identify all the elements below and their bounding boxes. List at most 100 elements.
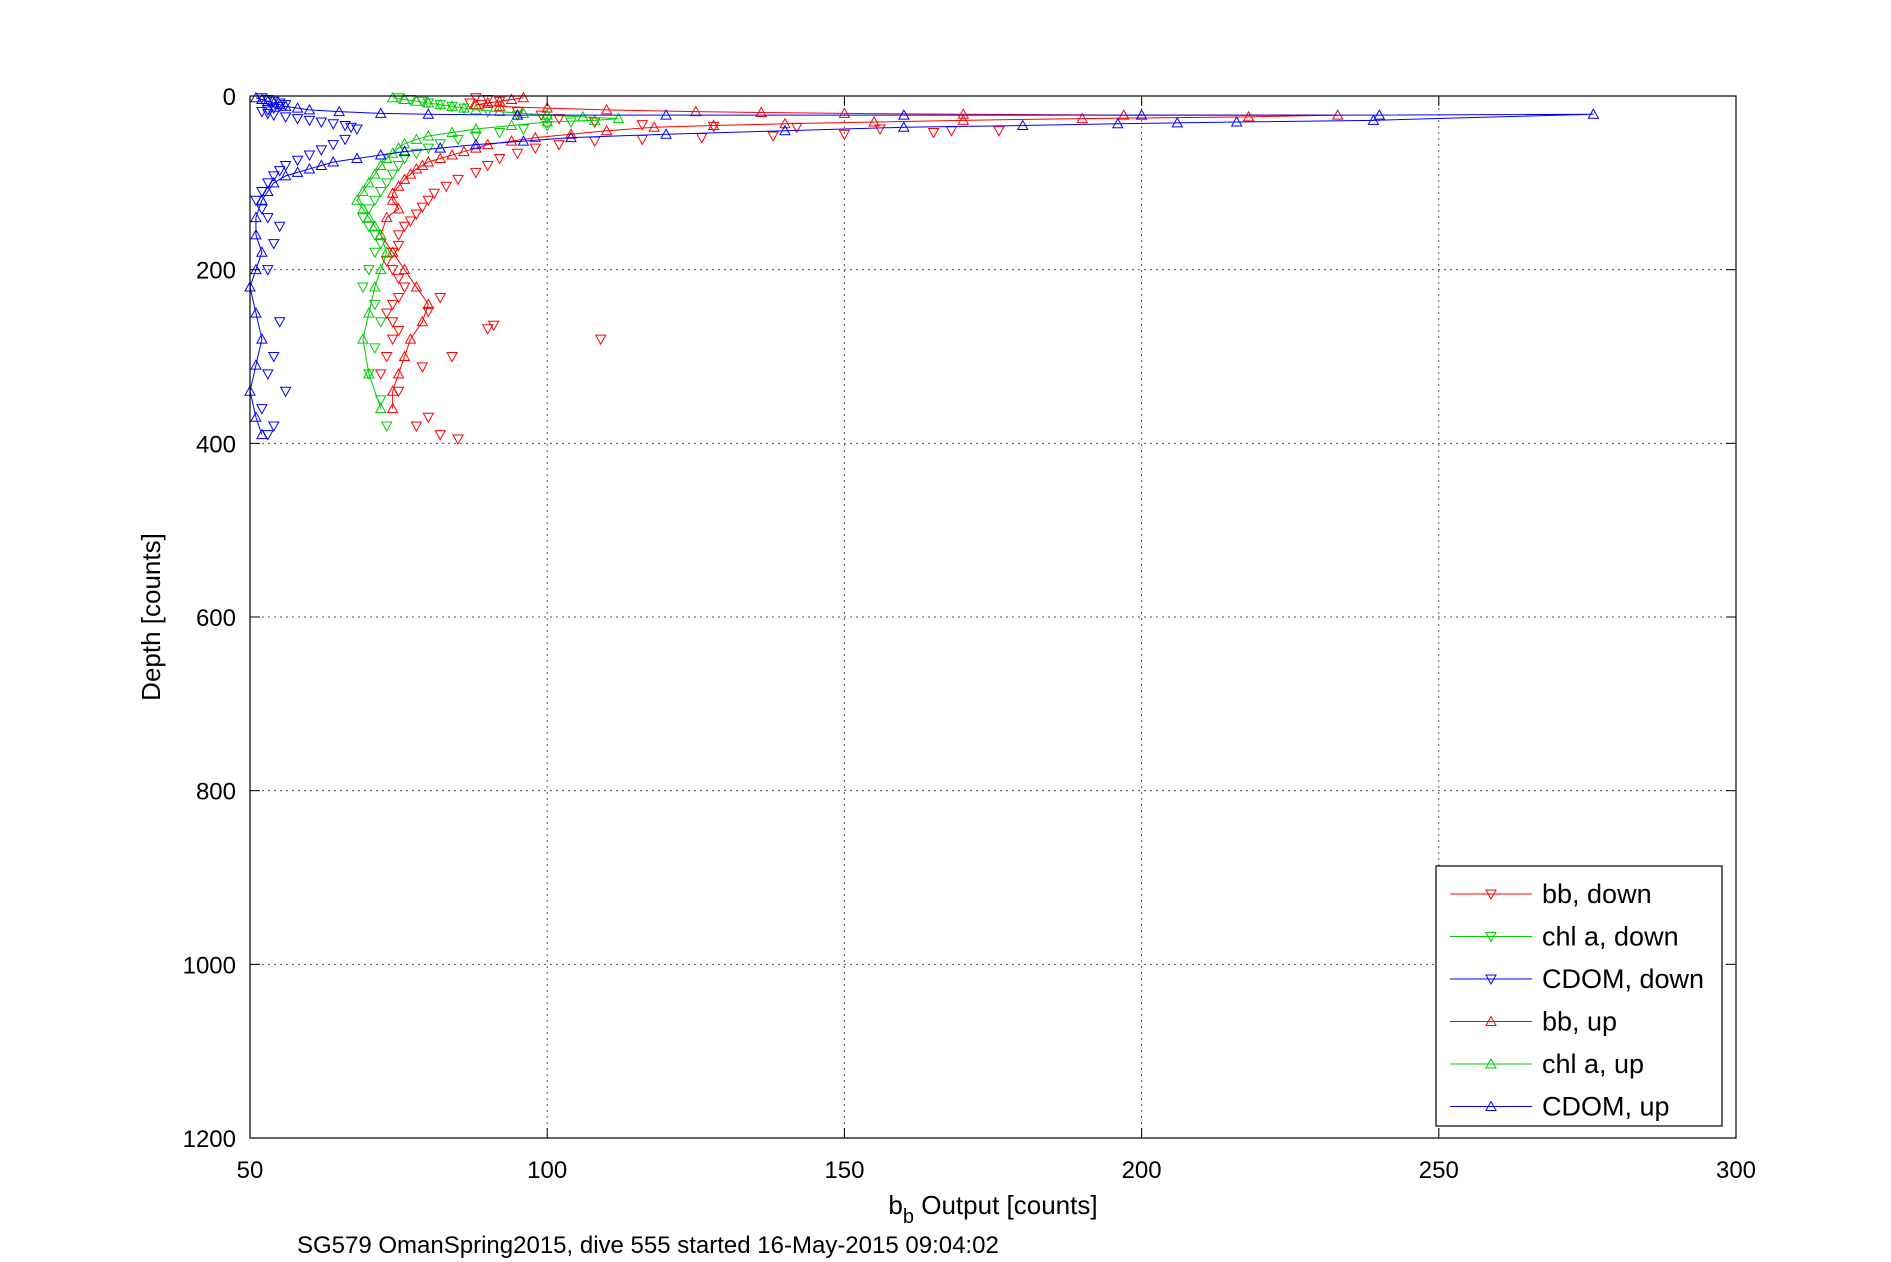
data-point (250, 91, 262, 103)
series-0 (374, 93, 1005, 446)
data-point (261, 95, 274, 106)
data-point (636, 120, 649, 131)
legend-marker (1485, 1015, 1497, 1026)
data-point (529, 143, 542, 155)
y-tick-label: 1200 (183, 1126, 236, 1153)
data-point (351, 194, 363, 205)
data-point (517, 124, 530, 136)
data-point (291, 114, 304, 125)
data-point (481, 107, 494, 118)
data-point (386, 194, 399, 205)
data-point (279, 386, 292, 398)
data-point (363, 211, 375, 223)
data-point (398, 221, 411, 233)
data-point (452, 434, 464, 446)
x-axis-label-subscript: b (903, 1206, 914, 1228)
data-point (1016, 119, 1029, 131)
y-axis-ticks: 0 200 400 600 800 1000 1200 (183, 84, 1736, 1153)
data-point (1171, 116, 1184, 128)
data-point (267, 421, 280, 432)
data-point (452, 174, 464, 186)
data-point (267, 110, 280, 122)
data-point (1242, 110, 1255, 122)
data-point (363, 307, 375, 318)
data-point (279, 112, 292, 123)
data-point (386, 169, 399, 181)
data-point (767, 131, 779, 142)
data-point (511, 109, 524, 120)
data-point (541, 116, 554, 127)
data-point (416, 202, 429, 214)
data-point (374, 317, 387, 328)
data-point (588, 117, 601, 129)
data-point (588, 114, 601, 125)
legend-item: bb, down (1450, 879, 1652, 909)
data-point (267, 171, 280, 182)
data-point (392, 180, 405, 191)
data-point (897, 121, 910, 132)
data-point (327, 155, 340, 167)
data-point (380, 308, 393, 320)
y-axis-label: Depth [counts] (136, 533, 166, 701)
data-point (357, 333, 369, 344)
x-tick-label: 300 (1716, 1157, 1756, 1184)
x-tick-label: 150 (824, 1157, 864, 1184)
data-point (256, 93, 268, 104)
data-point (386, 402, 399, 414)
series-5 (244, 91, 1600, 440)
data-point (1367, 114, 1380, 125)
data-point (440, 181, 453, 193)
data-point (505, 119, 518, 131)
data-point (303, 162, 316, 174)
data-point (267, 96, 280, 108)
data-point (434, 98, 447, 110)
data-point (279, 169, 292, 181)
data-layer (244, 91, 1600, 446)
data-point (481, 160, 494, 172)
legend-item: chl a, up (1450, 1049, 1644, 1079)
data-point (410, 281, 423, 292)
data-point (493, 105, 506, 117)
data-point (261, 213, 274, 224)
data-point (470, 142, 482, 153)
data-point (392, 202, 405, 214)
data-point (422, 412, 435, 424)
data-point (707, 121, 720, 133)
data-point (410, 133, 423, 144)
y-tick-label: 200 (196, 258, 236, 285)
data-point (511, 107, 524, 118)
data-point (315, 159, 328, 170)
data-point (755, 106, 768, 117)
data-point (273, 166, 286, 177)
data-point (707, 119, 720, 131)
data-point (517, 107, 530, 118)
x-tick-label: 250 (1419, 1157, 1459, 1184)
legend-box (1435, 865, 1723, 1127)
data-point (327, 119, 340, 130)
data-point (594, 334, 607, 346)
legend-item: CDOM, up (1450, 1092, 1670, 1122)
data-point (505, 93, 518, 104)
data-point (291, 166, 304, 177)
data-point (374, 187, 387, 198)
data-point (256, 194, 268, 205)
data-point (422, 298, 435, 309)
data-point (386, 385, 399, 396)
series-line (380, 97, 1338, 409)
data-point (392, 273, 405, 285)
data-point (434, 292, 447, 304)
data-point (470, 131, 482, 142)
data-point (660, 109, 672, 120)
data-point (452, 134, 464, 146)
data-point (511, 148, 524, 160)
data-point (351, 124, 363, 136)
data-point (838, 107, 851, 118)
legend-item: CDOM, down (1450, 964, 1704, 994)
data-point (368, 247, 381, 259)
data-point (386, 187, 399, 198)
x-axis-label: bb Output [counts] (888, 1190, 1097, 1228)
data-point (1135, 109, 1148, 120)
data-point (374, 228, 387, 240)
data-point (695, 133, 708, 144)
data-point (398, 173, 411, 184)
